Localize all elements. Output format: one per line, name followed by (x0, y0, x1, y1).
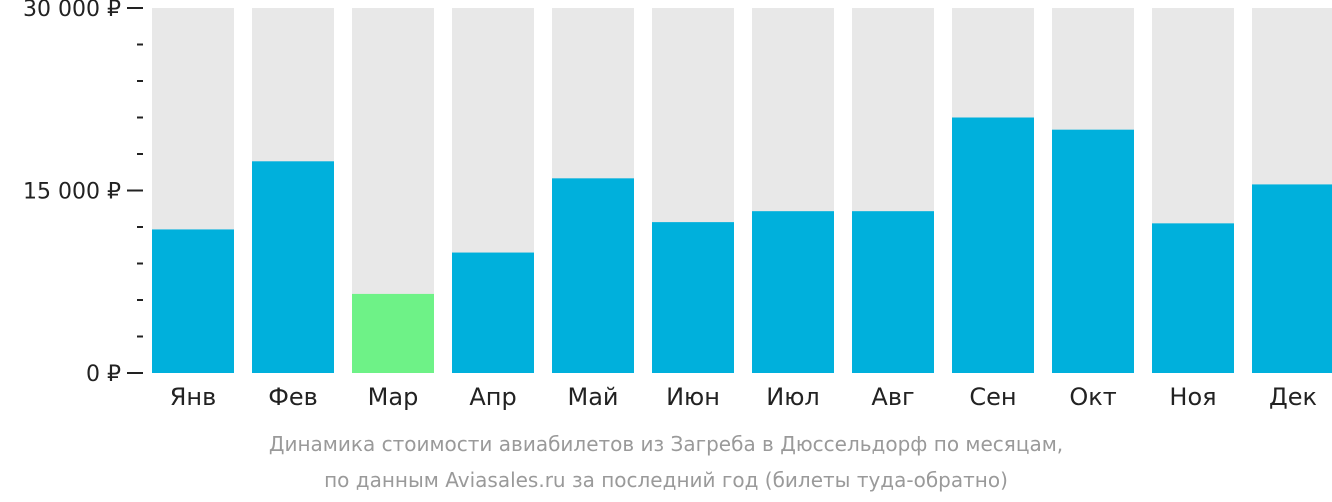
x-tick-label: Янв (170, 383, 217, 411)
bar (252, 161, 334, 373)
bar (652, 222, 734, 373)
bar (1152, 223, 1234, 373)
chart-caption-line-1: Динамика стоимости авиабилетов из Загреб… (268, 432, 1064, 456)
x-tick-label: Ноя (1169, 383, 1216, 411)
bar (452, 252, 534, 373)
x-tick-label: Авг (871, 383, 914, 411)
chart-caption-line-2: по данным Aviasales.ru за последний год … (324, 468, 1008, 492)
x-tick-label: Сен (969, 383, 1016, 411)
x-tick-label: Дек (1269, 383, 1317, 411)
bar (552, 178, 634, 373)
chart-svg: 0 ₽ 15 000 ₽ 30 000 ₽ Янв Фев Мар Апр Май Июн Июл… (23, 0, 1332, 411)
bar (352, 293, 434, 373)
bar (1052, 129, 1134, 373)
y-tick-label: 30 000 ₽ (23, 0, 121, 22)
x-tick-label: Май (567, 383, 618, 411)
x-tick-label: Фев (268, 383, 318, 411)
bar (952, 117, 1034, 373)
bar (852, 211, 934, 373)
y-tick-label: 15 000 ₽ (23, 180, 121, 205)
bar (152, 229, 234, 373)
x-tick-label: Июл (766, 383, 820, 411)
bar (1252, 184, 1332, 373)
x-tick-label: Июн (666, 383, 720, 411)
bar (752, 211, 834, 373)
x-tick-label: Апр (469, 383, 516, 411)
x-tick-label: Окт (1069, 383, 1116, 411)
y-tick-label: 0 ₽ (86, 362, 121, 387)
x-tick-label: Мар (368, 383, 419, 411)
